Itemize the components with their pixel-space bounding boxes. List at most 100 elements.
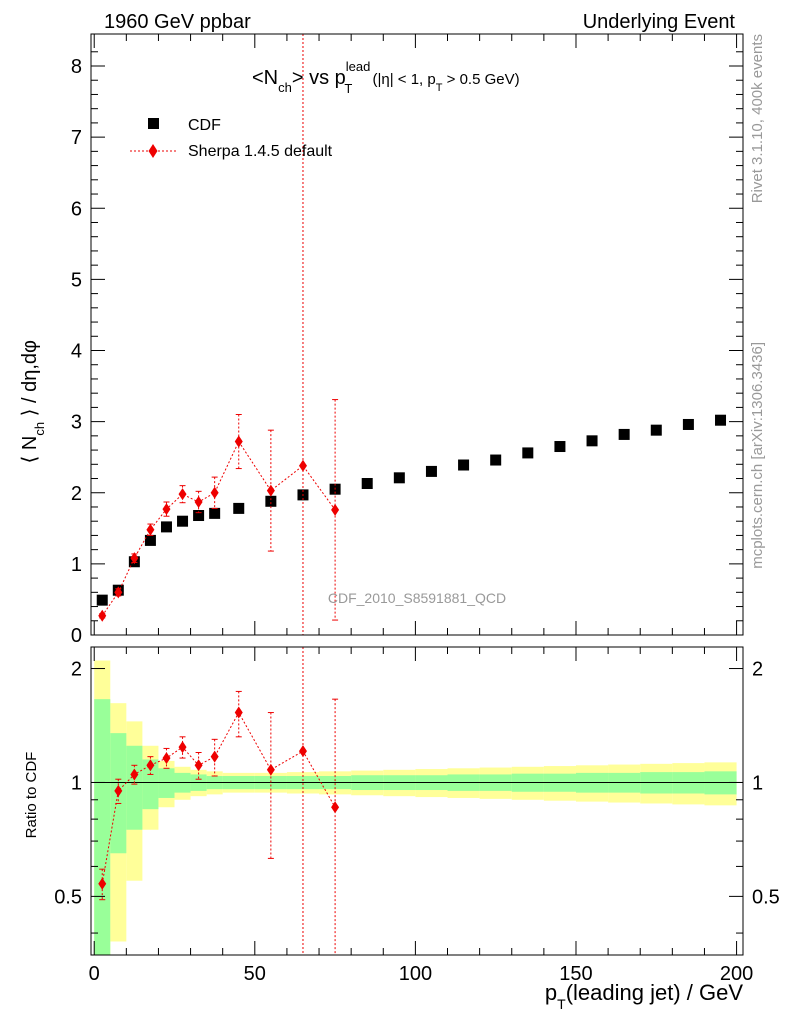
ratio-ytick-label: 2: [71, 659, 82, 681]
main-ylabel: ⟨ Nch ⟩ / dη,dφ: [19, 340, 47, 464]
plot-title-sub2: T: [344, 81, 352, 96]
main-mc-point: [146, 523, 155, 536]
cdf-point: [586, 435, 598, 447]
cdf-point: [177, 515, 189, 527]
cdf-point: [682, 418, 694, 430]
ratio-mc-point: [178, 741, 187, 754]
main-mc-point: [178, 488, 187, 501]
main-frame-border: [90, 33, 744, 636]
ratio-band-inner: [94, 699, 111, 955]
cdf-point: [160, 521, 172, 533]
main-ytick-label: 4: [71, 341, 82, 363]
x-axis-label-pre: p: [545, 980, 557, 1005]
cdf-point: [265, 495, 277, 507]
legend-mc-label: Sherpa 1.4.5 default: [188, 143, 333, 160]
main-mc-point: [98, 609, 107, 622]
ratio-mc-point: [298, 745, 307, 758]
rivet-label: Rivet 3.1.10, 400k events: [749, 34, 766, 203]
ratio-mc-point: [266, 763, 275, 776]
main-ytick-label: 2: [71, 483, 82, 505]
ratio-mc-point: [194, 759, 203, 772]
main-marks: [96, 33, 727, 636]
main-mc-line: [101, 440, 336, 617]
plot-title-part3: (|η| < 1, p: [368, 71, 435, 88]
cdf-point: [425, 465, 437, 477]
ratio-frame-border: [90, 646, 744, 956]
main-mc-point: [234, 435, 243, 448]
ratio-band-inner: [142, 759, 159, 810]
legend: CDF Sherpa 1.4.5 default: [130, 117, 333, 160]
legend-cdf-marker: [148, 118, 159, 129]
cdf-point: [554, 441, 566, 453]
ratio-band-inner: [158, 768, 175, 798]
ratio-axes: 0.5 0.5 1 1 2 2 0 50 100 150 200: [54, 646, 780, 985]
legend-mc-marker: [148, 144, 158, 158]
ratio-mc-point: [331, 801, 340, 814]
main-mc-point: [162, 503, 171, 516]
header-left: 1960 GeV ppbar: [104, 11, 251, 33]
ratio-ytick-label-right: 2: [752, 659, 763, 681]
plot-title: <Nch> vs plead T (|η| < 1, pT > 0.5 GeV): [252, 59, 520, 96]
cdf-point: [715, 414, 727, 426]
ratio-ytick-label: 1: [71, 772, 82, 794]
main-ytick-label: 5: [71, 269, 82, 291]
cdf-point: [209, 507, 221, 519]
x-axis-label-sub: T: [557, 996, 566, 1012]
cdf-point: [144, 534, 156, 546]
mcplots-label: mcplots.cern.ch [arXiv:1306.3436]: [749, 342, 766, 569]
x-axis-label: pT(leading jet) / GeV: [545, 980, 743, 1012]
cdf-point: [233, 502, 245, 514]
main-ytick-label: 0: [71, 625, 82, 647]
analysis-watermark: CDF_2010_S8591881_QCD: [328, 590, 506, 606]
ratio-ytick-label-right: 1: [752, 772, 763, 794]
main-ytick-label: 7: [71, 127, 82, 149]
plot-title-part1: <N: [252, 67, 278, 89]
ratio-xtick-label: 0: [89, 963, 100, 985]
cdf-point: [96, 594, 108, 606]
ratio-mc-point: [146, 759, 155, 772]
main-ytick-label: 8: [71, 56, 82, 78]
ratio-ytick-label: 0.5: [54, 886, 82, 908]
cdf-point: [490, 454, 502, 466]
ratio-xtick-label: 100: [399, 963, 432, 985]
cdf-point: [393, 472, 405, 484]
ratio-mc-point: [234, 706, 243, 719]
ratio-panel: 0.5 0.5 1 1 2 2 0 50 100 150 200 Ratio to CDF: [23, 646, 780, 985]
main-mc-point: [194, 495, 203, 508]
ratio-mc-line: [101, 711, 336, 884]
main-mc-point: [210, 486, 219, 499]
x-axis-label-post: (leading jet) / GeV: [566, 980, 744, 1005]
plot-title-sub3: T: [436, 82, 443, 94]
ratio-ytick-label-right: 0.5: [752, 886, 780, 908]
cdf-point: [458, 459, 470, 471]
cdf-point: [193, 510, 205, 522]
cdf-point: [618, 428, 630, 440]
ratio-marks: [98, 646, 340, 956]
main-mc-point: [331, 503, 340, 516]
ratio-mc-point: [210, 750, 219, 763]
ratio-band-inner: [126, 745, 143, 830]
main-mc-point: [266, 484, 275, 497]
main-ytick-label: 3: [71, 412, 82, 434]
main-axes: 0 1 2 3 4 5 6 7 8: [71, 33, 744, 647]
ratio-xtick-label: 150: [559, 963, 592, 985]
cdf-point: [650, 424, 662, 436]
ratio-xtick-label: 50: [244, 963, 266, 985]
main-mc-point: [130, 552, 139, 565]
plot-title-sup2: lead: [346, 59, 371, 74]
ratio-bands: [91, 660, 743, 955]
plot-title-part4: > 0.5 GeV): [442, 71, 519, 88]
main-ylabel-sub: ch: [32, 422, 47, 436]
legend-cdf-label: CDF: [188, 117, 221, 134]
cdf-point: [522, 447, 534, 459]
ratio-mc-point: [130, 768, 139, 781]
main-mc-point: [298, 459, 307, 472]
cdf-point: [361, 478, 373, 490]
main-ytick-label: 1: [71, 554, 82, 576]
main-mc-point: [114, 586, 123, 599]
plot-title-sub1: ch: [278, 80, 292, 95]
plot-title-part2: > vs p: [292, 67, 346, 89]
main-ylabel-post: ⟩ / dη,dφ: [19, 340, 41, 422]
